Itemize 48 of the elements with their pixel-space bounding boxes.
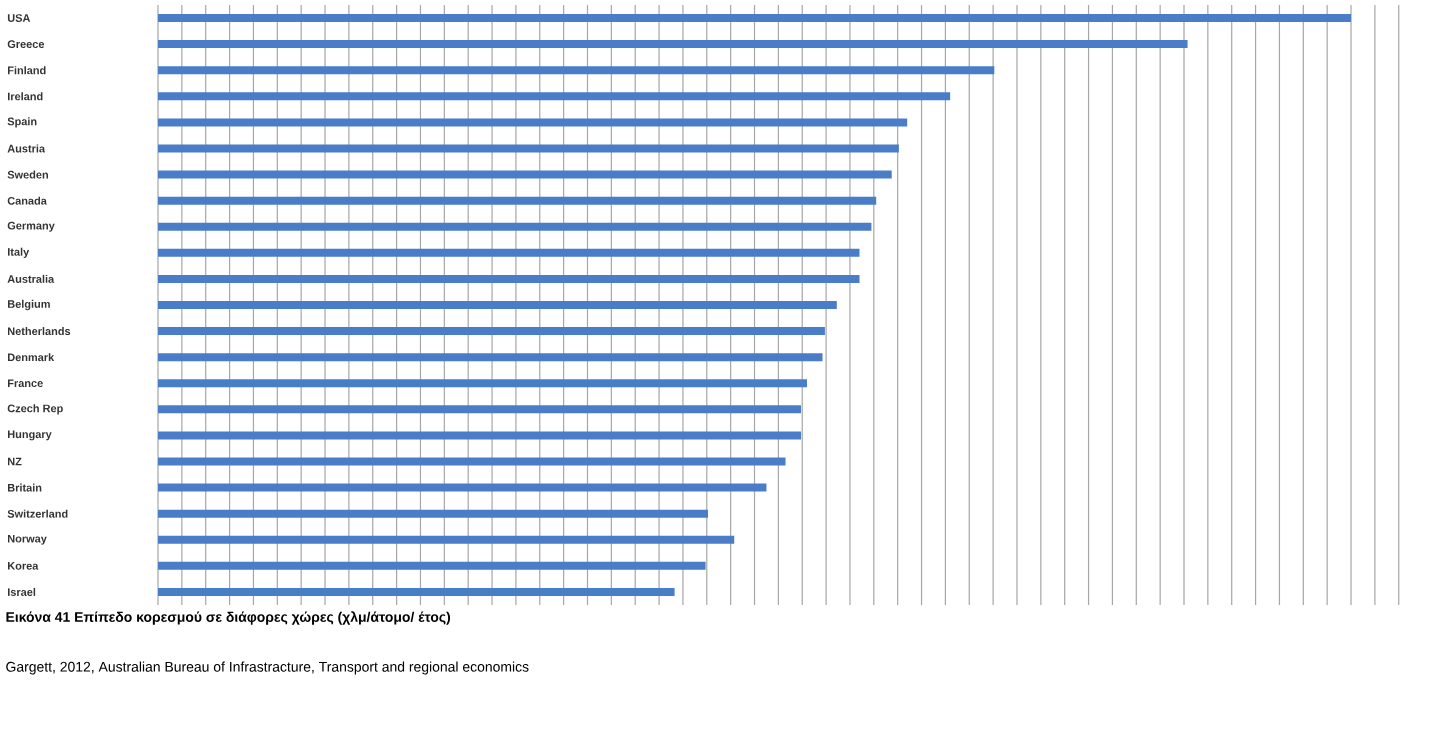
bar (158, 196, 877, 205)
bar (158, 170, 892, 179)
bar (158, 457, 786, 466)
y-tick-label: Greece (7, 40, 45, 48)
y-tick-label: Norway (8, 534, 47, 545)
bar (158, 301, 837, 309)
y-tick-label: Korea (8, 562, 39, 570)
y-tick-label: Germany (7, 221, 55, 232)
y-tick-label: Ireland (8, 92, 43, 101)
bar (158, 405, 802, 414)
bar (158, 379, 808, 388)
bar (158, 92, 951, 101)
y-tick-label: NZ (8, 457, 22, 466)
bar (158, 509, 708, 518)
bar (158, 561, 706, 570)
bar (158, 144, 899, 153)
y-tick-label: Belgium (8, 299, 50, 311)
y-tick-label: Denmark (8, 353, 55, 362)
y-tick-label: Czech Rep (7, 404, 63, 415)
y-tick-label: Israel (8, 587, 36, 596)
bar (158, 587, 675, 596)
y-tick-label: Spain (7, 117, 37, 128)
y-tick-label: USA (7, 14, 31, 22)
text: Εικόνα 41 Επίπεδο κορεσμού σε διάφορες χώρες (χλμ/άτομο/ έτος) (6, 611, 451, 625)
y-tick-label: Hungary (8, 430, 52, 441)
bar (158, 353, 823, 362)
y-tick-label: Austria (7, 144, 46, 153)
bar (158, 535, 735, 544)
text: Gargett, 2012, Australian Bureau of Infrastracture, Transport and regional economics (6, 661, 529, 675)
bar (158, 274, 860, 283)
y-tick-label: Australia (7, 274, 55, 283)
y-tick-label: Netherlands (8, 327, 71, 336)
y-tick-label: Switzerland (7, 509, 68, 518)
y-tick-label: Canada (7, 196, 47, 205)
bar (158, 248, 860, 257)
bar (158, 222, 872, 231)
y-tick-label: France (8, 379, 43, 388)
bar (158, 14, 1352, 23)
bar (158, 327, 825, 336)
bar (158, 66, 995, 75)
y-tick-label: Finland (8, 66, 46, 75)
y-tick-label: Italy (8, 247, 30, 258)
y-tick-label: Sweden (7, 170, 48, 179)
bar (158, 118, 908, 127)
bar (158, 483, 767, 492)
bar (158, 40, 1188, 49)
bar (158, 431, 802, 440)
y-tick-label: Britain (8, 483, 42, 492)
